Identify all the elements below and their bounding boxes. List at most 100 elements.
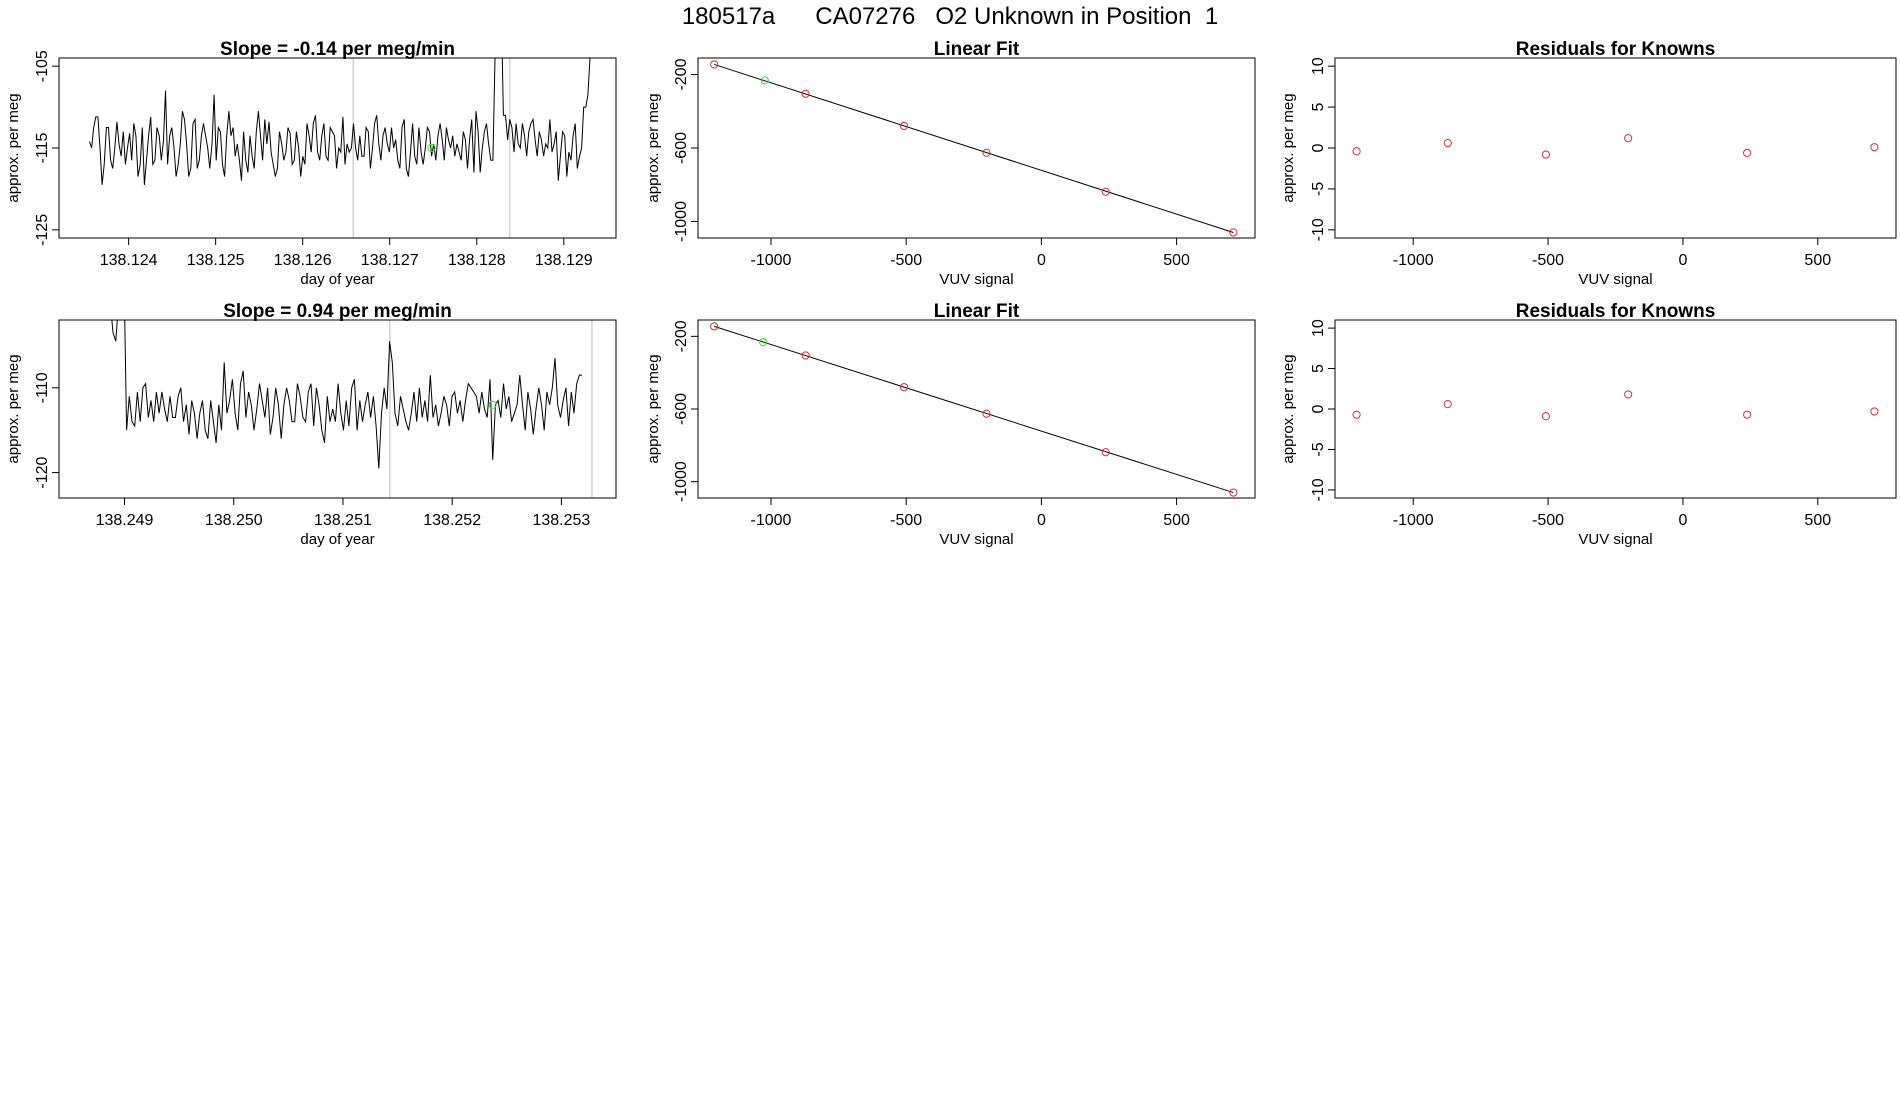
chart2-unknown-point-1 bbox=[760, 76, 769, 85]
chart5-known-point-3 bbox=[899, 383, 909, 392]
chart5-x-tick-label-3: 0 bbox=[1037, 512, 1046, 529]
chart1-y-tick-label-1: -105 bbox=[34, 50, 51, 82]
chart1-unknown-point-1 bbox=[427, 143, 436, 153]
timeseries-panel-row1: Slope = -0.14 per meg/min 138.124 138.125 1… bbox=[5, 39, 617, 288]
chart5-x-tick-label-4: 500 bbox=[1163, 512, 1190, 529]
residuals-panel-row2: Residuals for Knowns -1000 -500 0 500 10 5 0 -5 -… bbox=[1280, 301, 1897, 548]
chart3-known-point-6 bbox=[1870, 143, 1879, 152]
chart2-x-axis-label: VUV signal bbox=[939, 271, 1013, 288]
chart4-title: Slope = 0.94 per meg/min bbox=[223, 301, 452, 322]
chart6-y-tick-label-5: -10 bbox=[1310, 478, 1327, 501]
chart6-x-tick-label-3: 0 bbox=[1678, 512, 1687, 529]
chart4-x-tick-label-3: 138.251 bbox=[314, 512, 372, 529]
chart3-known-point-4 bbox=[1624, 134, 1633, 143]
chart3-y-tick-label-5: -10 bbox=[1310, 218, 1327, 241]
chart1-plot-frame bbox=[58, 57, 617, 239]
chart6-known-point-5 bbox=[1743, 410, 1752, 419]
chart2-x-tick-label-3: 0 bbox=[1037, 252, 1046, 269]
chart2-known-point-3 bbox=[899, 121, 909, 131]
chart6-known-point-4 bbox=[1624, 390, 1633, 399]
chart3-y-tick-label-2: 5 bbox=[1310, 103, 1327, 112]
chart4-series-line bbox=[111, 320, 583, 469]
chart2-known-point-4 bbox=[982, 148, 991, 157]
chart5-known-point-2 bbox=[801, 351, 810, 360]
chart2-x-tick-label-2: -500 bbox=[890, 252, 922, 269]
chart2-y-axis-label: approx. per meg bbox=[645, 93, 662, 202]
chart1-x-tick-label-3: 138.126 bbox=[274, 252, 332, 269]
chart4-plot-frame bbox=[58, 319, 617, 499]
chart5-y-axis-label: approx. per meg bbox=[645, 354, 662, 463]
chart1-series-line bbox=[89, 58, 591, 185]
chart4-y-tick-label-2: -120 bbox=[34, 456, 51, 488]
chart4-x-tick-label-1: 138.249 bbox=[96, 512, 154, 529]
chart1-x-tick-label-1: 138.124 bbox=[100, 252, 158, 269]
chart2-x-tick-label-1: -1000 bbox=[751, 252, 792, 269]
chart5-title: Linear Fit bbox=[934, 301, 1020, 322]
chart4-y-axis-label: approx. per meg bbox=[5, 354, 22, 463]
chart6-y-tick-label-3: 0 bbox=[1310, 404, 1327, 413]
chart6-y-tick-label-2: 5 bbox=[1310, 364, 1327, 373]
chart5-fit-line bbox=[714, 325, 1234, 494]
chart2-known-point-2 bbox=[801, 89, 810, 98]
chart6-title: Residuals for Knowns bbox=[1516, 301, 1716, 322]
chart4-x-tick-label-2: 138.250 bbox=[205, 512, 263, 529]
chart4-x-axis-label: day of year bbox=[300, 531, 374, 548]
chart1-x-tick-label-2: 138.125 bbox=[187, 252, 245, 269]
chart2-known-point-5 bbox=[1101, 187, 1110, 196]
chart6-x-axis-label: VUV signal bbox=[1578, 531, 1652, 548]
chart3-known-point-2 bbox=[1443, 138, 1452, 148]
chart6-x-tick-label-1: -1000 bbox=[1393, 512, 1434, 529]
chart6-y-tick-label-1: 10 bbox=[1310, 319, 1327, 337]
chart3-known-point-5 bbox=[1743, 148, 1752, 158]
chart6-plot-frame bbox=[1334, 319, 1897, 499]
chart6-x-tick-label-4: 500 bbox=[1804, 512, 1831, 529]
chart6-y-tick-label-4: -5 bbox=[1310, 442, 1327, 456]
chart2-known-point-1 bbox=[710, 60, 719, 69]
chart4-x-tick-label-4: 138.252 bbox=[423, 512, 481, 529]
chart3-title: Residuals for Knowns bbox=[1516, 39, 1716, 60]
chart5-plot-frame bbox=[697, 319, 1256, 499]
chart6-x-tick-label-2: -500 bbox=[1532, 512, 1564, 529]
chart6-y-axis-label: approx. per meg bbox=[1280, 354, 1297, 463]
page-title: 180517a CA07276 O2 Unknown in Position 1 bbox=[681, 3, 1219, 30]
chart2-y-tick-label-1: -200 bbox=[673, 58, 690, 90]
linear-fit-panel-row1: Linear Fit -1000 -500 0 500 -200 -600 -1000 VUV … bbox=[645, 39, 1256, 288]
chart1-x-tick-label-5: 138.128 bbox=[448, 252, 506, 269]
chart1-x-axis-label: day of year bbox=[300, 271, 374, 288]
chart3-known-point-3 bbox=[1541, 150, 1551, 159]
chart3-y-tick-label-1: 10 bbox=[1310, 57, 1327, 75]
chart3-x-tick-label-4: 500 bbox=[1804, 252, 1831, 269]
chart5-y-tick-label-1: -200 bbox=[673, 320, 690, 352]
chart1-title: Slope = -0.14 per meg/min bbox=[220, 39, 455, 60]
chart2-known-point-6 bbox=[1229, 228, 1238, 237]
chart3-x-tick-label-1: -1000 bbox=[1393, 252, 1434, 269]
residuals-panel-row1: Residuals for Knowns -1000 -500 0 500 10 5 0 -5 -… bbox=[1280, 39, 1897, 288]
chart2-y-tick-label-3: -1000 bbox=[673, 201, 690, 242]
chart1-x-tick-label-4: 138.127 bbox=[361, 252, 419, 269]
chart5-x-tick-label-1: -1000 bbox=[751, 512, 792, 529]
chart3-known-point-1 bbox=[1352, 147, 1361, 156]
chart2-fit-line bbox=[714, 63, 1234, 233]
chart5-unknown-point-1 bbox=[759, 338, 768, 347]
chart6-known-point-3 bbox=[1541, 412, 1551, 421]
chart5-y-tick-label-3: -1000 bbox=[673, 461, 690, 502]
chart2-y-tick-label-2: -600 bbox=[673, 132, 690, 164]
timeseries-panel-row2: Slope = 0.94 per meg/min 138.249 138.250 13… bbox=[5, 301, 617, 548]
chart6-known-point-2 bbox=[1443, 400, 1452, 409]
chart5-known-point-5 bbox=[1101, 448, 1110, 457]
chart5-known-point-6 bbox=[1229, 488, 1238, 497]
chart4-y-tick-label-1: -110 bbox=[34, 372, 51, 403]
chart2-x-tick-label-4: 500 bbox=[1163, 252, 1190, 269]
chart1-x-tick-label-6: 138.129 bbox=[535, 252, 593, 269]
chart2-plot-frame bbox=[697, 57, 1256, 239]
chart3-y-tick-label-3: 0 bbox=[1310, 143, 1327, 152]
chart3-x-axis-label: VUV signal bbox=[1578, 271, 1652, 288]
chart1-y-tick-label-2: -115 bbox=[34, 132, 51, 163]
chart2-title: Linear Fit bbox=[934, 39, 1020, 60]
chart5-x-tick-label-2: -500 bbox=[890, 512, 922, 529]
chart3-x-tick-label-2: -500 bbox=[1532, 252, 1564, 269]
chart6-known-point-1 bbox=[1352, 410, 1361, 419]
chart3-x-tick-label-3: 0 bbox=[1678, 252, 1687, 269]
chart1-y-axis-label: approx. per meg bbox=[5, 93, 22, 202]
chart3-y-axis-label: approx. per meg bbox=[1280, 93, 1297, 202]
